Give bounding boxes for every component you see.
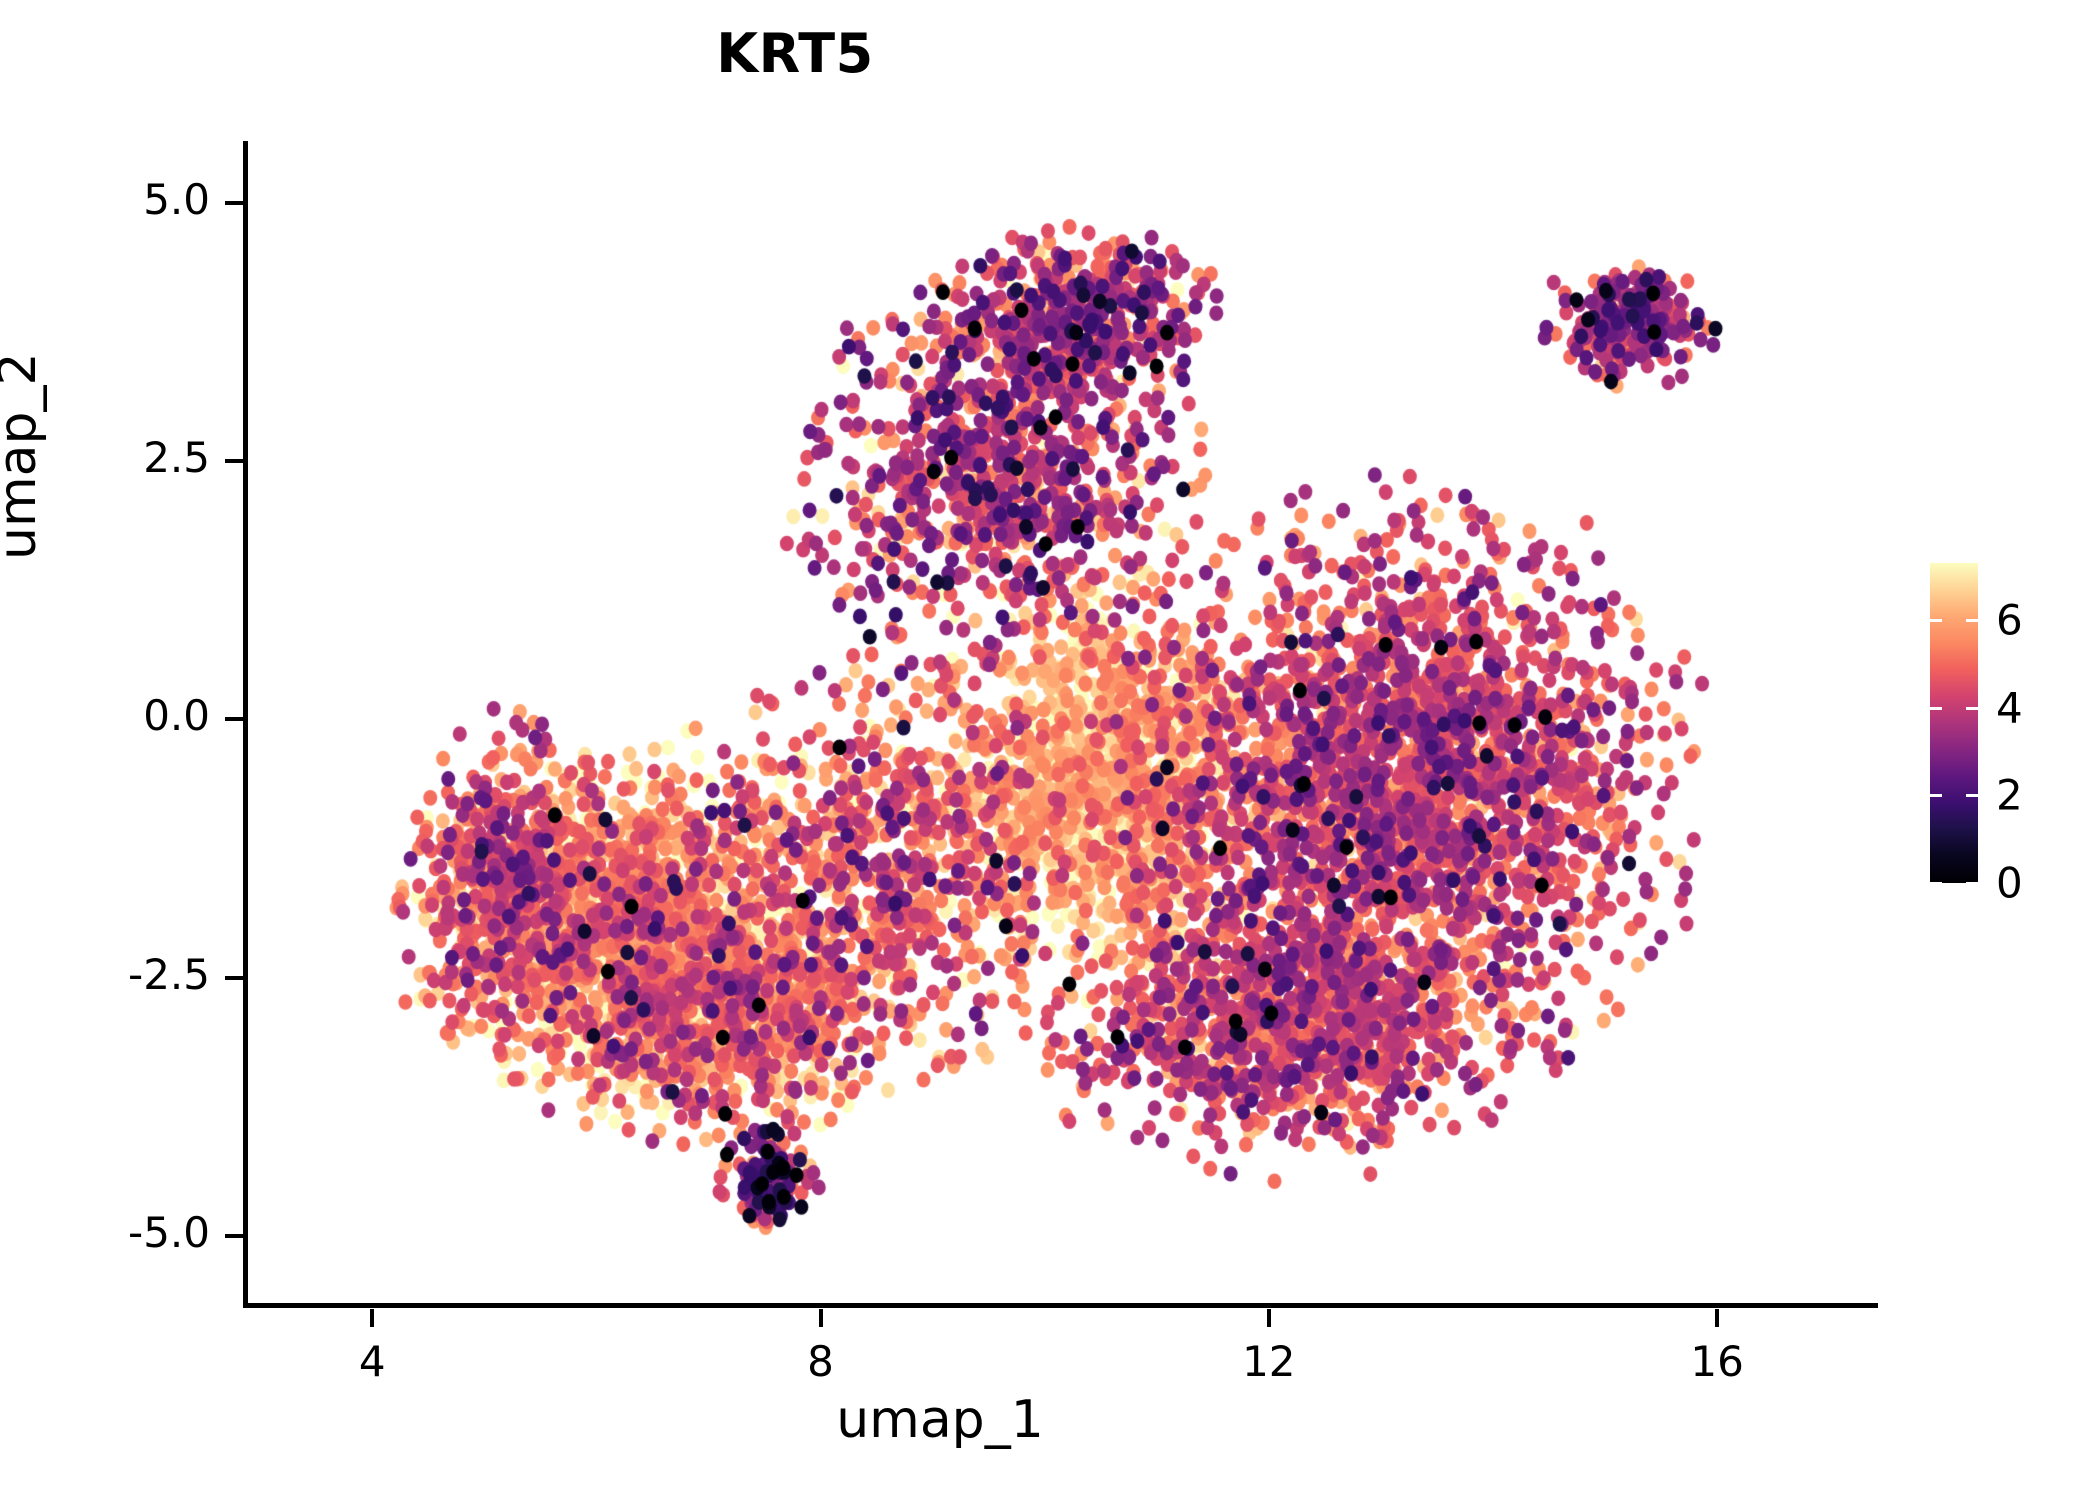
y-axis-ticklabel: 5.0 <box>143 174 210 224</box>
colorbar-tick <box>1930 706 1942 710</box>
y-axis-ticklabel: -5.0 <box>128 1207 210 1257</box>
colorbar-tick <box>1930 882 1942 885</box>
y-axis-ticklabel: 0.0 <box>143 691 210 741</box>
x-axis-ticklabel: 8 <box>807 1337 834 1386</box>
y-axis-tick <box>225 459 243 464</box>
colorbar-tick <box>1966 618 1978 622</box>
x-axis-ticklabel: 16 <box>1690 1337 1744 1386</box>
colorbar-tick <box>1930 794 1942 798</box>
x-axis-tick <box>818 1309 823 1327</box>
scatter-plot-area <box>249 146 1874 1303</box>
colorbar-ticklabel: 0 <box>1996 858 2023 908</box>
x-axis-ticklabel: 4 <box>358 1337 386 1386</box>
colorbar-tick <box>1966 882 1978 885</box>
colorbar-gradient <box>1930 563 1978 883</box>
chart-title: KRT5 <box>716 22 874 85</box>
x-axis-tick <box>1266 1309 1271 1327</box>
colorbar-tick <box>1966 794 1978 798</box>
y-axis-tick <box>225 1233 243 1238</box>
x-axis-ticklabel: 12 <box>1242 1337 1296 1386</box>
y-axis-tick <box>225 200 243 205</box>
y-axis-ticklabel: -2.5 <box>128 949 210 999</box>
y-axis-spine <box>243 141 248 1308</box>
colorbar-tick <box>1930 618 1942 622</box>
y-axis-ticklabel: 2.5 <box>143 433 210 483</box>
x-axis-spine <box>243 1303 1878 1308</box>
colorbar-ticklabel: 4 <box>1996 683 2023 733</box>
colorbar <box>1930 563 1978 885</box>
colorbar-ticklabel: 6 <box>1996 595 2023 645</box>
x-axis-tick <box>370 1309 375 1327</box>
x-axis-label: umap_1 <box>836 1390 1044 1450</box>
y-axis-tick <box>225 717 243 722</box>
colorbar-ticklabel: 2 <box>1996 770 2023 820</box>
y-axis-tick <box>225 975 243 980</box>
colorbar-tick <box>1966 706 1978 710</box>
x-axis-tick <box>1715 1309 1720 1327</box>
